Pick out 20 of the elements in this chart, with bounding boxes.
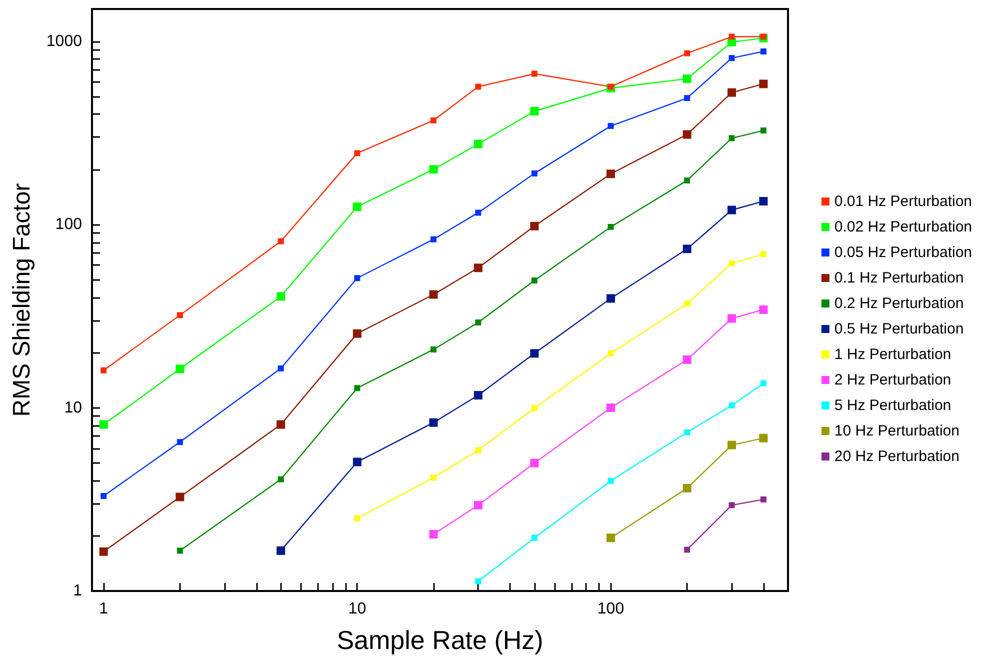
legend-label: 0.01 Hz Perturbation [834, 193, 972, 210]
x-axis-title: Sample Rate (Hz) [336, 625, 544, 655]
legend-label: 0.1 Hz Perturbation [834, 270, 964, 286]
legend-label: 0.2 Hz Perturbation [834, 295, 964, 312]
x-tick-label: 100 [597, 600, 624, 618]
legend-label: 0.5 Hz Perturbation [834, 320, 964, 338]
legend-label: 1 Hz Perturbation [834, 346, 952, 363]
y-axis-title: RMS Shielding Factor [8, 183, 36, 417]
legend-label: 20 Hz Perturbation [834, 448, 960, 465]
x-tick-label: 1 [99, 600, 108, 618]
legend-label: 2 Hz Perturbation [834, 372, 952, 388]
legend-label: 10 Hz Perturbation [834, 422, 960, 440]
legend-label: 0.02 Hz Perturbation [834, 218, 972, 236]
y-tick-label: 1000 [46, 32, 82, 50]
y-tick-label: 1 [73, 582, 82, 600]
x-tick-label: 10 [348, 600, 366, 618]
legend-label: 5 Hz Perturbation [834, 397, 952, 414]
legend-label: 0.05 Hz Perturbation [834, 244, 972, 261]
y-tick-label: 100 [55, 216, 82, 234]
y-tick-label: 10 [64, 399, 82, 416]
